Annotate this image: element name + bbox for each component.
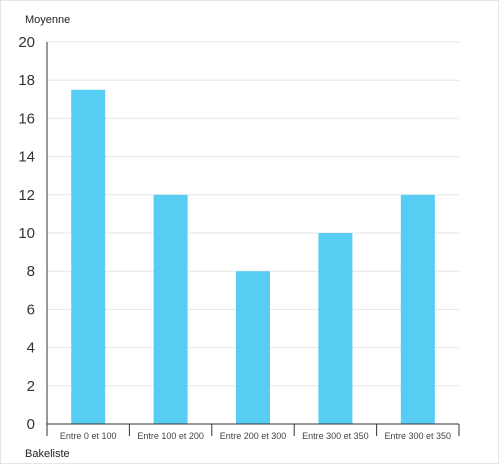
bar: [71, 89, 106, 424]
bars: [71, 89, 435, 424]
y-tick-label: 8: [27, 263, 35, 280]
grid-lines: [47, 41, 459, 387]
x-tick-label: Entre 200 et 300: [220, 431, 287, 441]
bar: [153, 194, 188, 424]
y-tick-label: 14: [18, 149, 35, 166]
y-tick-label: 0: [27, 416, 35, 433]
y-tick-label: 16: [18, 110, 35, 127]
y-tick-label: 2: [27, 378, 35, 395]
bar: [318, 233, 353, 424]
y-tick-label: 18: [18, 72, 35, 89]
y-tick-label: 6: [27, 301, 35, 318]
y-tick-label: 12: [18, 187, 35, 204]
bar: [400, 194, 435, 424]
x-axis-title: Bakeliste: [25, 448, 70, 460]
bar: [236, 271, 270, 424]
x-tick-label: Entre 100 et 200: [137, 431, 204, 441]
y-tick-label: 20: [18, 34, 35, 51]
y-tick-label: 4: [27, 340, 35, 357]
y-axis-title: Moyenne: [25, 14, 70, 26]
x-tick-label: Entre 300 et 350: [385, 431, 452, 441]
y-tick-label: 10: [18, 225, 35, 242]
x-tick-label: Entre 300 et 350: [302, 431, 369, 441]
x-tick-label: Entre 0 et 100: [60, 431, 117, 441]
tick-labels: 0 2 4 6 8 10 12 14 16 18 20 Entre 0 et 100 Entre 100…: [18, 34, 451, 441]
axes: [46, 42, 460, 436]
